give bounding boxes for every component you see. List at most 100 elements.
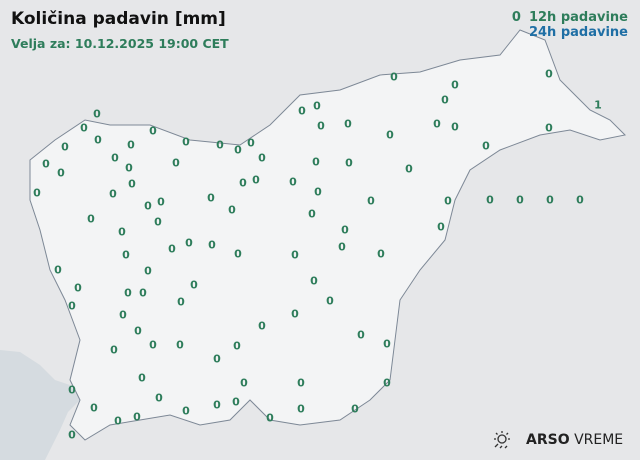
station-value: 0 — [383, 337, 391, 351]
station-value: 0 — [232, 395, 240, 409]
station-value: 0 — [234, 247, 242, 261]
station-value: 0 — [61, 140, 69, 154]
station-value: 0 — [516, 193, 524, 207]
station-value: 0 — [207, 191, 215, 205]
station-value: 0 — [134, 324, 142, 338]
legend: 0 12h padavine 24h padavine — [512, 10, 628, 40]
station-value: 0 — [252, 173, 260, 187]
station-value: 0 — [139, 286, 147, 300]
station-value: 0 — [125, 161, 133, 175]
station-value: 0 — [94, 133, 102, 147]
station-value: 0 — [234, 143, 242, 157]
station-value: 0 — [149, 124, 157, 138]
station-value: 0 — [308, 207, 316, 221]
station-value: 0 — [87, 212, 95, 226]
station-value: 0 — [68, 383, 76, 397]
station-value: 0 — [345, 156, 353, 170]
station-value: 0 — [213, 352, 221, 366]
sea-area — [0, 350, 80, 460]
station-value: 0 — [312, 155, 320, 169]
station-value: 0 — [258, 151, 266, 165]
station-value: 0 — [118, 225, 126, 239]
station-value: 0 — [383, 376, 391, 390]
legend-24h: 24h padavine — [528, 25, 628, 40]
station-value: 0 — [57, 166, 65, 180]
station-value: 0 — [386, 128, 394, 142]
logo-brand-light: VREME — [574, 432, 624, 448]
station-value: 0 — [437, 220, 445, 234]
station-value: 0 — [93, 107, 101, 121]
station-value: 0 — [317, 119, 325, 133]
station-value: 0 — [444, 194, 452, 208]
station-value: 0 — [258, 319, 266, 333]
station-value: 0 — [298, 104, 306, 118]
legend-sample-value: 0 — [511, 10, 521, 25]
sun-rain-icon — [494, 431, 510, 449]
station-value: 0 — [266, 411, 274, 425]
station-value: 0 — [546, 193, 554, 207]
station-value: 0 — [128, 177, 136, 191]
station-value: 0 — [314, 185, 322, 199]
station-value: 0 — [228, 203, 236, 217]
station-value: 0 — [109, 187, 117, 201]
station-value: 0 — [441, 93, 449, 107]
station-value: 0 — [291, 248, 299, 262]
station-value: 0 — [144, 199, 152, 213]
station-value: 0 — [451, 78, 459, 92]
station-value: 0 — [289, 175, 297, 189]
station-value: 0 — [451, 120, 459, 134]
station-value: 0 — [351, 402, 359, 416]
station-value: 0 — [341, 223, 349, 237]
station-value: 0 — [390, 70, 398, 84]
station-value: 1 — [594, 98, 602, 112]
station-value: 0 — [233, 339, 241, 353]
station-value: 0 — [433, 117, 441, 131]
station-value: 0 — [240, 376, 248, 390]
station-value: 0 — [110, 343, 118, 357]
station-value: 0 — [545, 67, 553, 81]
station-value: 0 — [576, 193, 584, 207]
station-value: 0 — [313, 99, 321, 113]
station-value: 0 — [155, 391, 163, 405]
station-value: 0 — [33, 186, 41, 200]
station-value: 0 — [190, 278, 198, 292]
station-value: 0 — [172, 156, 180, 170]
station-value: 0 — [482, 139, 490, 153]
station-value: 0 — [297, 402, 305, 416]
station-value: 0 — [239, 176, 247, 190]
station-value: 0 — [486, 193, 494, 207]
station-value: 0 — [168, 242, 176, 256]
station-value: 0 — [127, 138, 135, 152]
station-value: 0 — [138, 371, 146, 385]
station-value: 0 — [545, 121, 553, 135]
station-value: 0 — [357, 328, 365, 342]
station-value: 0 — [216, 138, 224, 152]
station-value: 0 — [90, 401, 98, 415]
logo-brand-bold: ARSO — [526, 432, 570, 448]
station-value: 0 — [80, 121, 88, 135]
station-value: 0 — [157, 195, 165, 209]
valid-time: Velja za: 10.12.2025 19:00 CET — [11, 36, 229, 51]
station-value: 0 — [122, 248, 130, 262]
legend-12h: 12h padavine — [528, 10, 628, 25]
station-value: 0 — [338, 240, 346, 254]
station-value: 0 — [291, 307, 299, 321]
station-value: 0 — [344, 117, 352, 131]
station-value: 0 — [176, 338, 184, 352]
station-value: 0 — [182, 135, 190, 149]
station-value: 0 — [124, 286, 132, 300]
station-value: 0 — [42, 157, 50, 171]
station-value: 0 — [54, 263, 62, 277]
arso-logo: ARSO VREME — [492, 431, 623, 449]
station-value: 0 — [182, 404, 190, 418]
station-value: 0 — [213, 398, 221, 412]
station-value: 0 — [74, 281, 82, 295]
station-value: 0 — [119, 308, 127, 322]
station-value: 0 — [208, 238, 216, 252]
station-value: 0 — [310, 274, 318, 288]
station-value: 0 — [149, 338, 157, 352]
station-value: 0 — [114, 414, 122, 428]
station-value: 0 — [68, 428, 76, 442]
station-value: 0 — [144, 264, 152, 278]
